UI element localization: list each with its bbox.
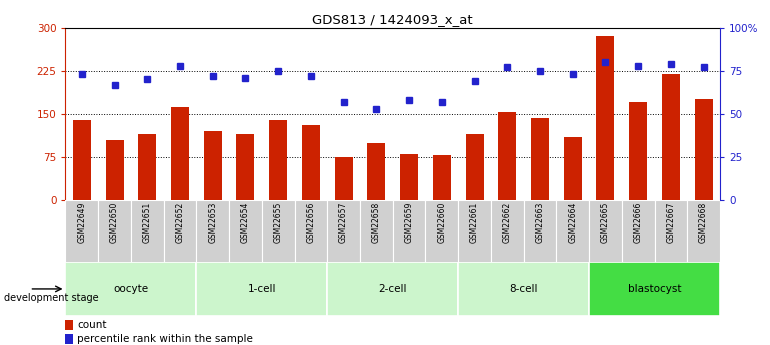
Text: GSM22651: GSM22651 (142, 202, 152, 243)
Bar (294, 200, 327, 264)
Bar (654, 200, 688, 264)
Bar (524, 200, 556, 264)
Text: GSM22652: GSM22652 (176, 202, 185, 243)
Bar (65, 320, 73, 330)
Bar (262, 200, 295, 264)
Text: GSM22665: GSM22665 (601, 202, 610, 243)
Text: GSM22657: GSM22657 (339, 202, 348, 243)
Text: GSM22653: GSM22653 (208, 202, 217, 243)
Bar (302, 125, 320, 200)
Text: GSM22649: GSM22649 (77, 202, 86, 243)
Bar (73, 120, 91, 200)
Bar (105, 140, 123, 200)
Text: GSM22662: GSM22662 (503, 202, 512, 243)
Bar (564, 137, 581, 200)
Bar (589, 262, 720, 316)
Bar (491, 200, 524, 264)
Bar (629, 102, 647, 200)
Text: 1-cell: 1-cell (247, 284, 276, 294)
Text: GSM22654: GSM22654 (241, 202, 250, 243)
Text: percentile rank within the sample: percentile rank within the sample (77, 334, 253, 344)
Bar (556, 200, 589, 264)
Bar (688, 200, 720, 264)
Text: development stage: development stage (4, 294, 99, 303)
Bar (466, 134, 484, 200)
Bar (270, 120, 287, 200)
Bar (360, 200, 393, 264)
Bar (498, 112, 516, 200)
Text: GSM22655: GSM22655 (273, 202, 283, 243)
Text: GSM22664: GSM22664 (568, 202, 578, 243)
Bar (204, 131, 222, 200)
Bar (236, 134, 254, 200)
Bar (196, 200, 229, 264)
Text: GSM22668: GSM22668 (699, 202, 708, 243)
Bar (99, 200, 131, 264)
Text: GSM22663: GSM22663 (535, 202, 544, 243)
Text: 8-cell: 8-cell (509, 284, 538, 294)
Bar (425, 200, 458, 264)
Bar (131, 200, 163, 264)
Bar (458, 200, 491, 264)
Bar (196, 262, 327, 316)
Bar (65, 200, 99, 264)
Bar (367, 142, 385, 200)
Text: GSM22659: GSM22659 (404, 202, 413, 243)
Bar (622, 200, 654, 264)
Bar (335, 157, 353, 200)
Bar (695, 99, 712, 200)
Bar (400, 154, 418, 200)
Bar (229, 200, 262, 264)
Text: blastocyst: blastocyst (628, 284, 681, 294)
Text: GSM22661: GSM22661 (470, 202, 479, 243)
Bar (139, 134, 156, 200)
Bar (531, 118, 549, 200)
Bar (597, 36, 614, 200)
Text: GSM22656: GSM22656 (306, 202, 316, 243)
Bar (65, 334, 73, 344)
Bar (65, 262, 196, 316)
Bar (163, 200, 196, 264)
Bar (589, 200, 622, 264)
Text: GSM22667: GSM22667 (666, 202, 675, 243)
Text: oocyte: oocyte (113, 284, 149, 294)
Title: GDS813 / 1424093_x_at: GDS813 / 1424093_x_at (313, 13, 473, 27)
Bar (327, 200, 360, 264)
Text: 2-cell: 2-cell (378, 284, 407, 294)
Text: GSM22660: GSM22660 (437, 202, 447, 243)
Bar (458, 262, 589, 316)
Bar (393, 200, 425, 264)
Text: GSM22666: GSM22666 (634, 202, 643, 243)
Bar (171, 107, 189, 200)
Bar (662, 73, 680, 200)
Bar (327, 262, 458, 316)
Bar (433, 155, 450, 200)
Text: count: count (77, 320, 107, 330)
Text: GSM22658: GSM22658 (372, 202, 381, 243)
Text: GSM22650: GSM22650 (110, 202, 119, 243)
